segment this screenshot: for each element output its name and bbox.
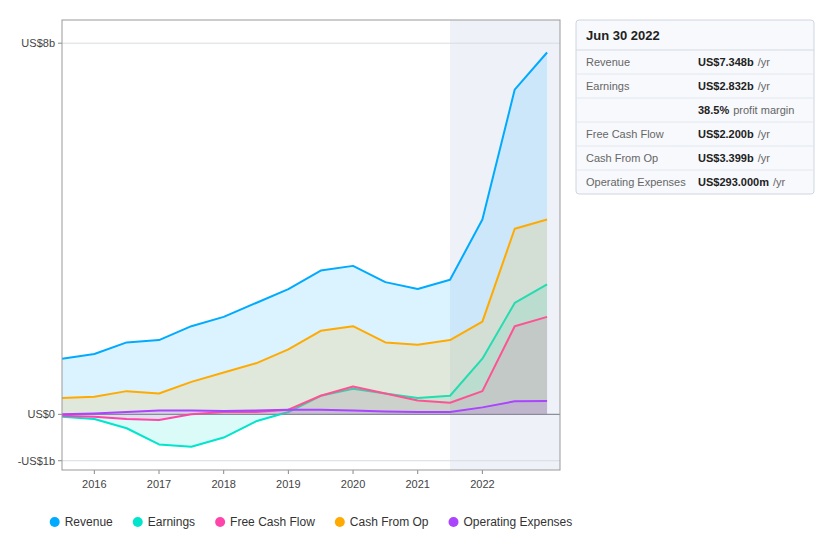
legend-label: Revenue: [65, 515, 113, 529]
y-tick: [58, 460, 62, 461]
info-row-value: US$2.200b: [698, 128, 754, 140]
legend-label: Cash From Op: [350, 515, 429, 529]
legend-label: Operating Expenses: [464, 515, 573, 529]
plot-area: [62, 20, 560, 470]
info-separator: [576, 50, 814, 51]
info-row-label: Revenue: [586, 56, 630, 68]
info-box-title: Jun 30 2022: [586, 28, 660, 43]
series-line: [62, 52, 547, 358]
x-tick: [353, 470, 354, 474]
x-tick-label: 2017: [147, 478, 171, 490]
legend: Revenue Earnings Free Cash Flow Cash From O…: [50, 515, 573, 529]
info-row-label: Earnings: [586, 80, 630, 92]
legend-marker: [133, 517, 143, 527]
info-separator: [576, 146, 814, 147]
info-separator: [576, 98, 814, 99]
area-fill: [62, 401, 547, 414]
info-row-value: 38.5%: [698, 104, 729, 116]
info-separator: [576, 74, 814, 75]
axes: -US$1b US$0 US$8b 2016 2017 2018 2019 2020 2021 2…: [18, 37, 495, 490]
x-tick: [288, 470, 289, 474]
x-tick-label: 2016: [82, 478, 106, 490]
area-fill: [62, 219, 547, 414]
info-row-label: Operating Expenses: [586, 176, 686, 188]
info-row-value: US$7.348b: [698, 56, 754, 68]
info-row-label: Free Cash Flow: [586, 128, 664, 140]
x-tick: [417, 470, 418, 474]
x-tick-label: 2019: [276, 478, 300, 490]
info-separator: [576, 170, 814, 171]
legend-label: Free Cash Flow: [230, 515, 315, 529]
y-tick: [58, 414, 62, 415]
plot-frame: [62, 20, 560, 470]
y-tick: [58, 43, 62, 44]
info-row-value: US$3.399b: [698, 152, 754, 164]
legend-marker: [215, 517, 225, 527]
info-row-suffix: /yr: [758, 80, 771, 92]
x-tick: [223, 470, 224, 474]
area-fill: [62, 52, 547, 414]
x-tick-label: 2020: [341, 478, 365, 490]
info-row-suffix: /yr: [758, 56, 771, 68]
grid-line: [62, 460, 560, 461]
info-row-value: US$293.000m: [698, 176, 769, 188]
info-box: Jun 30 2022 Revenue US$7.348b/yr Earnings US…: [576, 20, 814, 194]
y-tick-label: US$8b: [21, 37, 55, 49]
legend-marker: [335, 517, 345, 527]
y-tick-label: US$0: [27, 408, 55, 420]
info-row-label: Cash From Op: [586, 152, 658, 164]
info-row-value: US$2.832b: [698, 80, 754, 92]
x-tick-label: 2021: [405, 478, 429, 490]
info-box-bg: [576, 20, 814, 194]
legend-marker: [449, 517, 459, 527]
info-row-suffix: /yr: [758, 152, 771, 164]
legend-marker: [50, 517, 60, 527]
series-line: [62, 219, 547, 398]
x-tick-label: 2022: [470, 478, 494, 490]
series-line: [62, 401, 547, 414]
info-row-suffix: /yr: [773, 176, 786, 188]
y-tick-label: -US$1b: [18, 455, 55, 467]
x-tick: [159, 470, 160, 474]
info-row-suffix: profit margin: [733, 104, 794, 116]
legend-label: Earnings: [148, 515, 195, 529]
grid-line: [62, 43, 560, 44]
chart: -US$1b US$0 US$8b 2016 2017 2018 2019 2020 2021 2…: [0, 0, 821, 560]
x-tick: [94, 470, 95, 474]
info-row-suffix: /yr: [758, 128, 771, 140]
x-tick: [482, 470, 483, 474]
x-tick-label: 2018: [211, 478, 235, 490]
info-separator: [576, 122, 814, 123]
